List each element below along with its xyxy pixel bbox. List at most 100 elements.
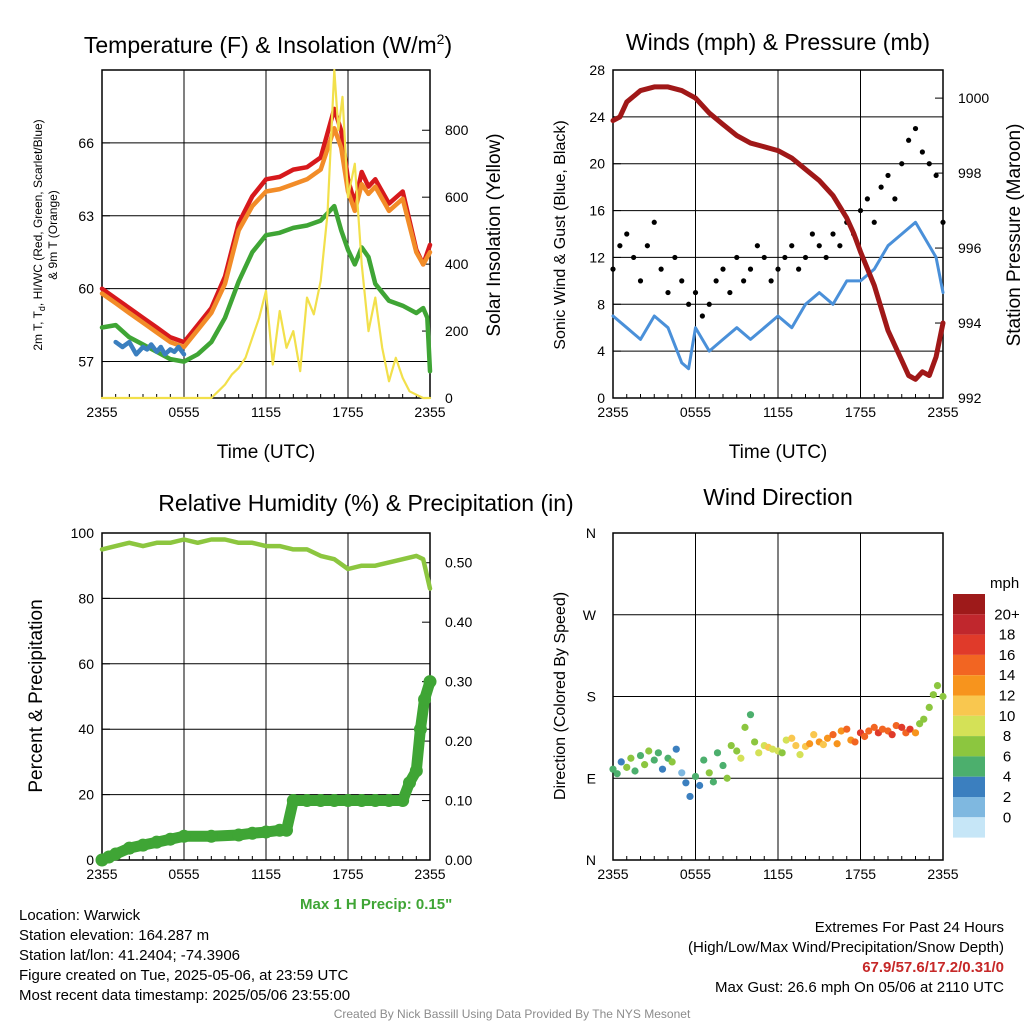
x-tick-label: 2355: [597, 866, 628, 882]
y2-tick-label: 0.10: [445, 793, 472, 809]
direction-point: [641, 761, 649, 769]
legend-swatch: [953, 776, 985, 797]
direction-point: [654, 749, 662, 757]
y-tick-label: 24: [589, 109, 605, 125]
precip-point: [259, 825, 273, 839]
y-tick-label: 40: [78, 721, 94, 737]
legend-label: 14: [999, 667, 1016, 684]
direction-point: [709, 778, 717, 786]
direction-point: [792, 741, 800, 750]
gust-point: [940, 219, 946, 225]
gust-point: [713, 278, 719, 284]
gust-point: [802, 254, 809, 261]
y2-tick-label: 998: [958, 165, 982, 181]
gust-point: [672, 254, 678, 261]
precip-point: [403, 776, 416, 790]
gust-point: [754, 243, 760, 249]
legend-title: mph: [990, 575, 1019, 592]
precip-point: [245, 826, 259, 840]
gust-point: [857, 207, 864, 214]
chart-title-superscript: 2: [437, 31, 445, 47]
direction-point: [929, 691, 937, 699]
direction-point: [925, 703, 933, 712]
x-tick-label: 1155: [251, 866, 281, 882]
x-tick-label: 1755: [332, 404, 363, 420]
gust-point: [816, 243, 822, 249]
gust-point: [686, 301, 692, 307]
precip-point: [341, 794, 355, 808]
legend-label: 12: [999, 688, 1016, 705]
precip-point: [232, 828, 246, 842]
y-tick-label: 63: [78, 208, 94, 224]
direction-point: [843, 725, 851, 733]
extremes-heading: Extremes For Past 24 Hours: [814, 919, 1004, 936]
series-line-td: [99, 203, 433, 374]
direction-point: [837, 727, 845, 735]
gust-point: [720, 266, 726, 272]
series-line-2m-t: [99, 106, 433, 345]
y2-tick-label: 0.40: [445, 614, 472, 630]
max-gust-text: Max Gust: 26.6 mph On 05/06 at 2110 UTC: [714, 979, 1004, 996]
y2-tick-label: 400: [445, 256, 469, 272]
direction-point: [627, 754, 635, 762]
x-tick-label: 1755: [332, 866, 363, 882]
x-axis-label: Time (UTC): [729, 442, 828, 463]
legend-label: 0: [1003, 809, 1011, 826]
legend-swatch: [953, 756, 985, 777]
legend-label: 18: [999, 627, 1016, 644]
gust-point: [665, 289, 671, 296]
direction-point: [650, 756, 658, 764]
direction-point: [768, 745, 777, 753]
y-axis-label: Sonic Wind & Gust (Blue, Black): [552, 120, 569, 349]
y-tick-label: 12: [589, 249, 605, 265]
y2-tick-label: 992: [958, 390, 982, 406]
gust-point: [809, 231, 815, 237]
precip-point: [204, 829, 218, 843]
precip-point: [150, 835, 164, 849]
y-tick-label: 60: [78, 281, 94, 297]
precip-point: [286, 794, 300, 808]
y-tick-label: N: [586, 525, 596, 541]
chart-title: Relative Humidity (%) & Precipitation (i…: [158, 490, 573, 516]
chart-title-close: ): [444, 32, 452, 58]
gust-point: [631, 254, 637, 261]
x-tick-label: 1155: [251, 404, 281, 420]
direction-point: [645, 747, 653, 755]
legend-label: 2: [1003, 789, 1011, 806]
gust-point: [878, 184, 884, 190]
precip-point: [109, 847, 123, 861]
direction-point: [892, 721, 900, 730]
direction-point: [617, 758, 625, 766]
gust-point: [823, 254, 829, 261]
direction-point: [682, 779, 690, 787]
max-precip-label: Max 1 H Precip: 0.15": [300, 896, 453, 913]
y-tick-label: 16: [589, 203, 605, 219]
location-text: Location: Warwick: [19, 907, 141, 924]
gust-point: [761, 254, 767, 261]
x-tick-label: 0555: [168, 404, 199, 420]
x-tick-label: 1755: [845, 866, 876, 882]
gust-point: [617, 243, 623, 249]
precip-point: [413, 722, 427, 736]
x-tick-label: 1155: [763, 866, 793, 882]
y-tick-label: W: [583, 607, 597, 623]
direction-point: [741, 723, 749, 731]
direction-point: [819, 741, 827, 749]
humidity-precip-panel: 2355 0555 1155 1755 23550204060801000.000.10…: [26, 490, 574, 882]
gust-point: [741, 278, 747, 284]
precip-point: [136, 838, 150, 852]
gust-point: [864, 196, 870, 202]
x-tick-label: 0555: [680, 866, 711, 882]
x-tick-label: 1155: [763, 404, 793, 420]
y-axis-label: 2m T, Td, HI/WC (Red, Green, Scarlet/Blu…: [31, 119, 47, 350]
gust-point: [933, 172, 939, 179]
gust-point: [658, 266, 664, 272]
y-axis-label: Direction (Colored By Speed): [552, 592, 569, 800]
direction-point: [782, 736, 790, 744]
x-tick-label: 2355: [927, 866, 958, 882]
legend-swatch: [953, 634, 985, 655]
y-tick-label: 66: [78, 135, 94, 151]
gust-point: [789, 243, 795, 249]
gust-point: [692, 289, 699, 296]
gust-point: [706, 301, 712, 307]
